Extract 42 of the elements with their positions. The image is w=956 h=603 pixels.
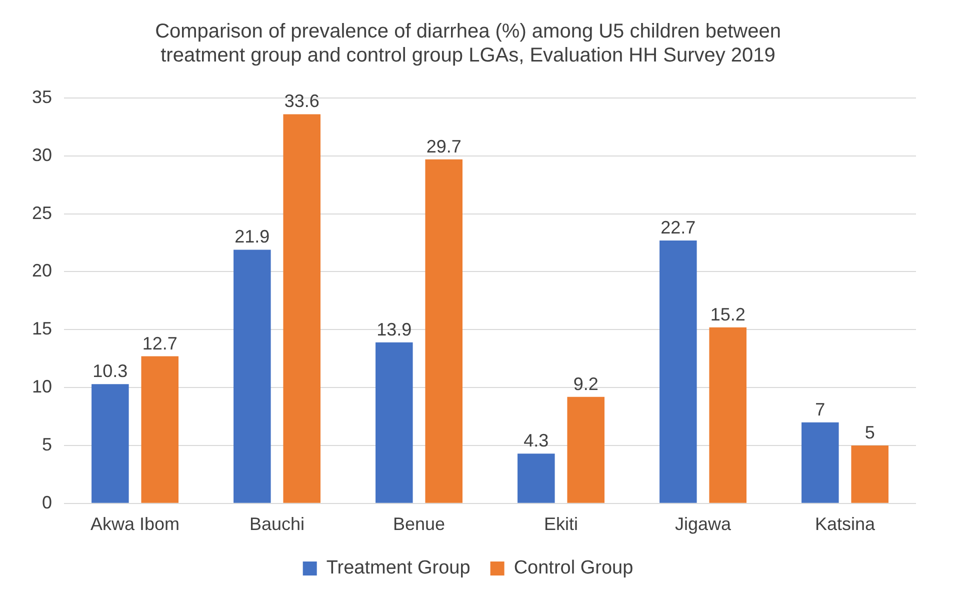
y-tick-label: 35 <box>32 86 52 107</box>
x-tick-label: Akwa Ibom <box>90 514 180 534</box>
x-tick-label: Ekiti <box>544 514 578 534</box>
y-tick-label: 30 <box>32 144 52 165</box>
bar <box>567 396 604 503</box>
bar <box>376 342 413 503</box>
y-tick-label: 15 <box>32 318 52 339</box>
bar <box>802 422 839 503</box>
legend-label: Control Group <box>514 558 634 579</box>
data-label: 5 <box>864 422 875 442</box>
text: Comparison of prevalence of diarrhea (%) among U5 children between <box>155 20 781 43</box>
text: treatment group and control group LGAs, Evaluation HH Survey 2019 <box>160 44 776 67</box>
data-label: 12.7 <box>142 333 178 354</box>
data-label: 10.3 <box>92 361 128 382</box>
bar <box>283 114 321 503</box>
data-label: 15.2 <box>710 304 746 324</box>
data-label: 4.3 <box>524 430 549 451</box>
x-tick-label: Katsina <box>814 514 876 534</box>
data-label: 21.9 <box>234 226 270 247</box>
y-tick-label: 20 <box>32 260 52 281</box>
bar <box>234 250 271 503</box>
data-label: 33.6 <box>284 91 320 112</box>
bar <box>851 445 888 503</box>
bar <box>425 159 462 503</box>
bar <box>141 356 179 503</box>
x-tick-label: Benue <box>392 514 446 534</box>
data-label: 9.2 <box>573 374 598 394</box>
x-tick-label: Jigawa <box>674 514 732 534</box>
y-tick-label: 25 <box>32 202 52 223</box>
x-tick-label: Bauchi <box>249 514 305 534</box>
data-label: 29.7 <box>426 136 462 156</box>
bar <box>709 327 746 503</box>
y-tick-label: 0 <box>42 492 52 512</box>
legend-label: Treatment Group <box>326 558 470 579</box>
y-tick-label: 5 <box>42 434 52 454</box>
data-label: 22.7 <box>660 217 696 238</box>
bar <box>92 384 129 503</box>
y-tick-label: 10 <box>32 376 52 397</box>
bar <box>518 454 555 503</box>
bar <box>660 240 697 503</box>
data-label: 13.9 <box>376 319 412 340</box>
data-label: 7 <box>815 399 826 420</box>
